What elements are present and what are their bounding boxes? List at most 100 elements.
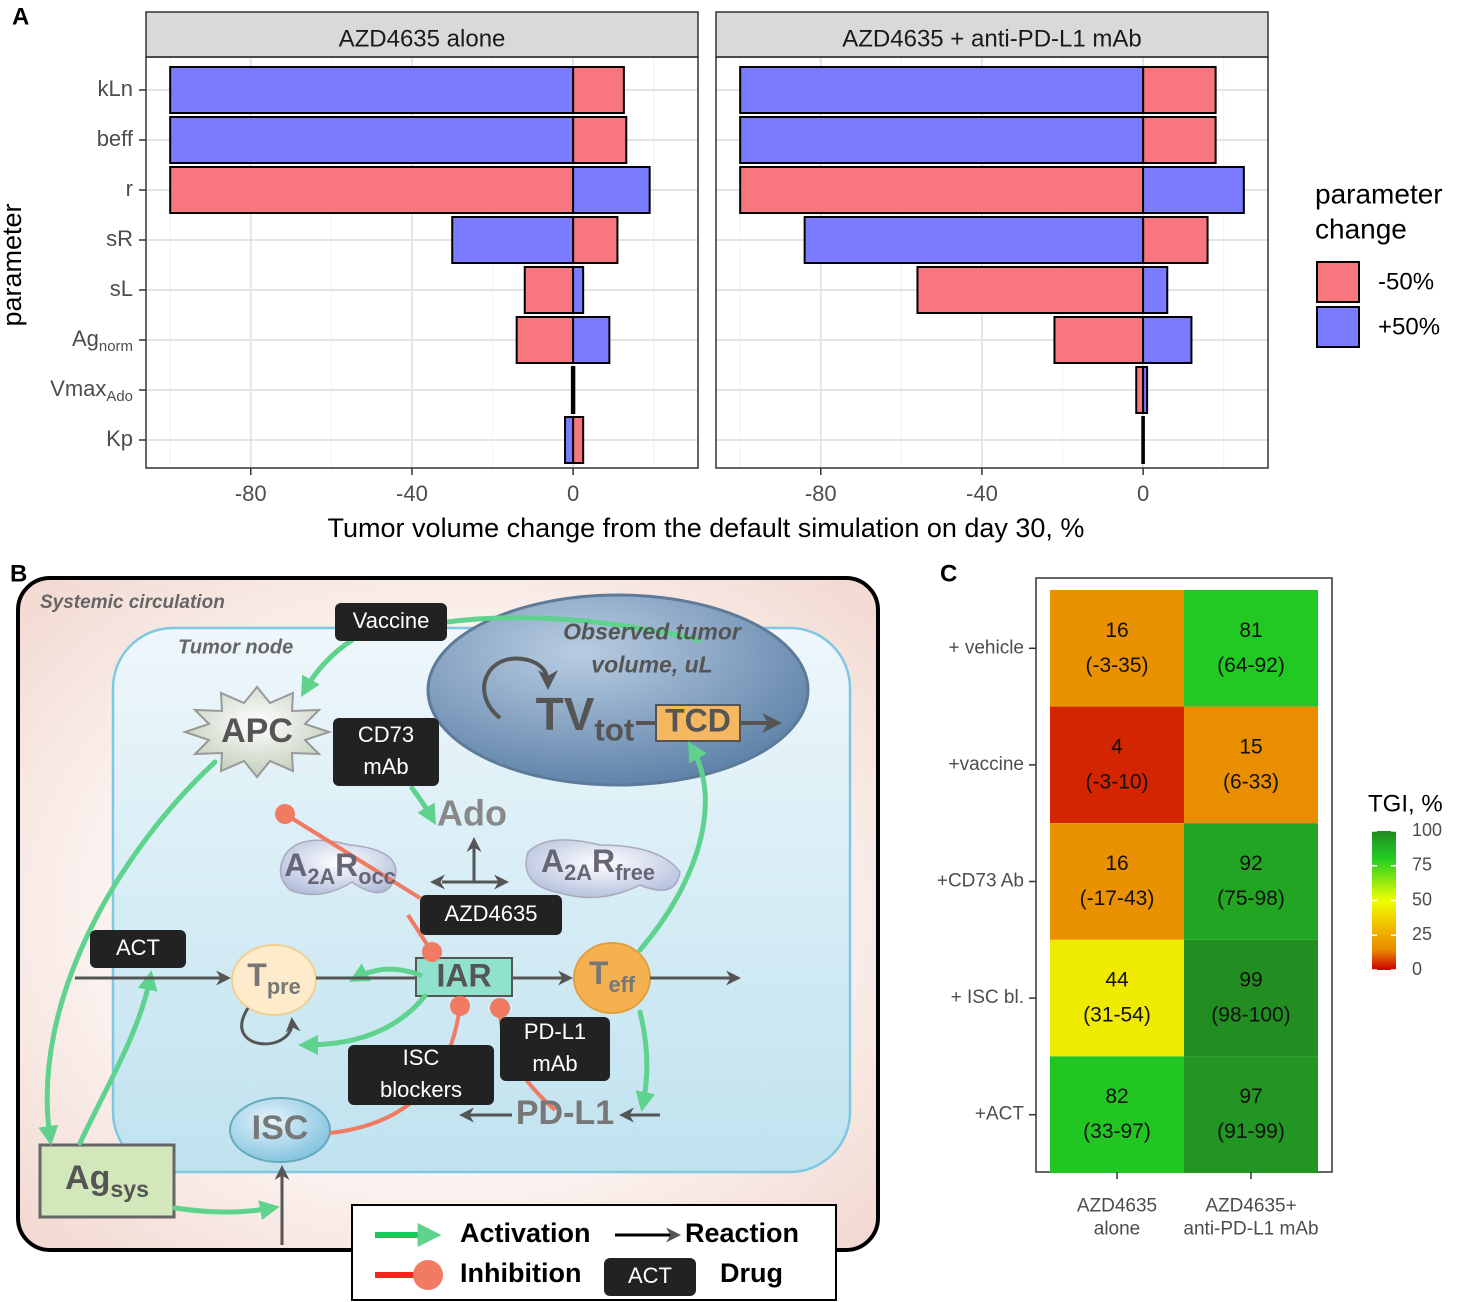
node-label: IAR <box>436 957 491 993</box>
cell-value: 16 <box>1105 619 1128 642</box>
y-tick-label: Agnorm <box>72 326 133 355</box>
x-tick-label: 0 <box>567 481 579 506</box>
legend-title: parameter change <box>1315 179 1443 245</box>
cell-value: 81 <box>1239 619 1262 642</box>
arrow <box>409 785 436 825</box>
x-tick-label: -40 <box>396 481 428 506</box>
bar <box>523 266 575 314</box>
cell-interval: (64-92) <box>1217 654 1285 677</box>
bar <box>1142 366 1149 414</box>
heatmap-cell <box>1184 939 1318 1057</box>
colorbar-tick-label: 50 <box>1412 889 1432 909</box>
text-subscript: Ado <box>106 388 133 405</box>
text-line: ISC <box>403 1045 440 1070</box>
bar <box>916 266 1145 314</box>
text-subscript: eff <box>608 972 635 997</box>
bar <box>515 316 575 364</box>
text-part: A <box>284 847 307 883</box>
text-subscript: norm <box>99 338 133 355</box>
node-label: A2ARfree <box>541 843 655 885</box>
node-label: Agsys <box>65 1159 149 1202</box>
bar <box>169 166 575 214</box>
legend-label: Drug <box>720 1258 783 1288</box>
bar <box>451 216 575 264</box>
receptor-node <box>279 839 397 896</box>
bar <box>1142 116 1217 164</box>
text-subscript: tot <box>594 713 635 748</box>
row-label: + vehicle <box>948 637 1024 658</box>
panel-label: C <box>940 560 957 587</box>
colorbar-title: TGI, % <box>1368 790 1443 817</box>
drug-box <box>335 603 447 641</box>
colorbar-tick-label: 100 <box>1412 820 1442 840</box>
bar <box>739 116 1145 164</box>
bar <box>1142 316 1193 364</box>
node-label: Tumor node <box>178 636 293 658</box>
heatmap-cell <box>1184 823 1318 940</box>
node-label: ISC <box>252 1109 309 1147</box>
text-line: CD73 <box>358 722 414 747</box>
x-tick-label: 0 <box>1137 481 1149 506</box>
legend-label: +50% <box>1378 313 1440 340</box>
heatmap-cell <box>1050 706 1184 824</box>
arrow <box>635 1009 656 1112</box>
cell-interval: (33-97) <box>1083 1120 1151 1143</box>
arrow <box>444 615 703 643</box>
node-label: Observed tumor volume, uL <box>563 618 742 677</box>
text-line: Observed tumor <box>563 618 742 644</box>
cell-interval: (98-100) <box>1211 1004 1290 1027</box>
text-line: parameter <box>1315 179 1443 210</box>
text-part: TV <box>536 688 595 740</box>
bar <box>572 266 585 314</box>
bar <box>1135 366 1145 414</box>
colorbar-tick-label: 25 <box>1412 924 1432 944</box>
plot-border <box>715 56 1269 469</box>
heatmap-cell <box>1050 823 1184 940</box>
text-line: mAb <box>363 754 408 779</box>
cell-value: 99 <box>1239 969 1262 992</box>
y-tick-label: kLn <box>98 76 133 101</box>
text-part: Ag <box>65 1159 110 1197</box>
drug-boxes <box>90 603 610 1105</box>
text-subscript: 2A <box>564 860 592 885</box>
arrow <box>240 1007 301 1046</box>
legend-key <box>1316 306 1360 348</box>
plot-border <box>145 56 699 469</box>
column-label: AZD4635+ anti-PD-L1 mAb <box>1183 1196 1318 1240</box>
drug-label: ACT <box>116 935 160 960</box>
panel-label: A <box>12 3 29 30</box>
bar <box>1142 216 1209 264</box>
tpre-node <box>231 944 317 1016</box>
bar <box>570 366 575 414</box>
bar <box>1053 316 1145 364</box>
text-subscript: 2A <box>307 864 335 889</box>
node-label: Tpre <box>247 957 300 999</box>
node-label: TCD <box>665 702 731 738</box>
bar <box>1142 66 1217 114</box>
text-part: Vmax <box>50 376 106 401</box>
colorbar-tick-label: 75 <box>1412 855 1432 875</box>
cell-interval: (6-33) <box>1223 770 1279 793</box>
text-line: change <box>1315 214 1407 245</box>
text-line: blockers <box>380 1077 462 1102</box>
row-label: +vaccine <box>948 754 1024 775</box>
arrow <box>301 637 355 697</box>
arrow <box>482 656 558 720</box>
text-part: R <box>335 847 358 883</box>
cell-value: 92 <box>1239 852 1262 875</box>
legend-key <box>1316 261 1360 303</box>
agsys-node <box>38 1143 176 1219</box>
bar <box>572 216 619 264</box>
node-label: TVtot <box>536 688 635 748</box>
drug-box <box>420 895 562 935</box>
text-part: Ag <box>72 326 99 351</box>
legend-label: Reaction <box>685 1218 799 1248</box>
text-line: mAb <box>532 1051 577 1076</box>
text-line: AZD4635+ <box>1205 1196 1296 1217</box>
drug-label: PD-L1 mAb <box>524 1019 586 1076</box>
arrow <box>348 963 423 982</box>
text-line: anti-PD-L1 mAb <box>1183 1218 1318 1239</box>
text-subscript: free <box>615 860 655 885</box>
text-line: volume, uL <box>591 652 712 678</box>
bar <box>739 66 1145 114</box>
